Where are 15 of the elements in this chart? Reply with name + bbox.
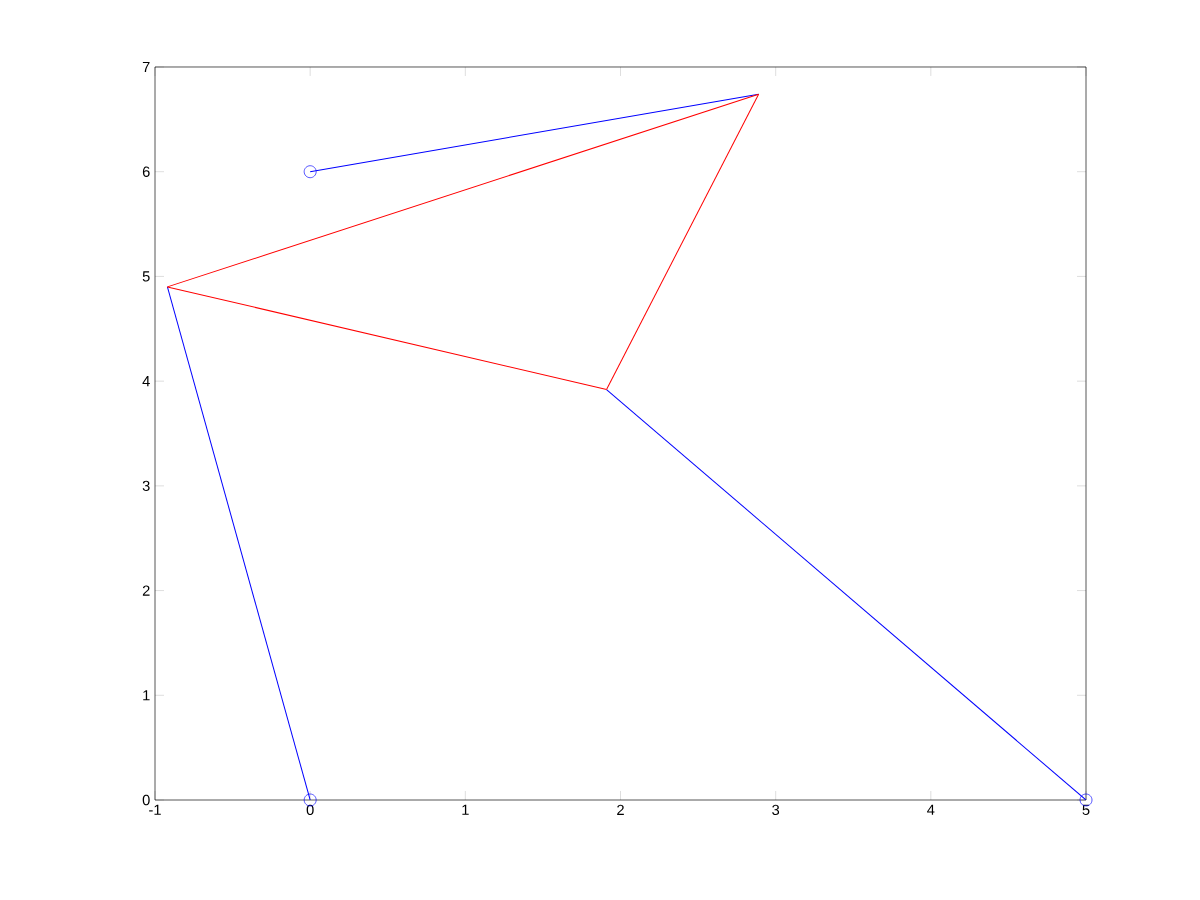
x-tick-label: 1 (462, 804, 469, 815)
x-tick-label: 4 (927, 804, 935, 815)
y-tick-label: 0 (142, 794, 150, 806)
y-tick-label: 7 (142, 61, 150, 73)
y-tick-label: 6 (142, 166, 150, 177)
x-tick-label: 5 (1082, 804, 1090, 815)
y-tick-label: 3 (142, 480, 150, 492)
x-tick-label: 2 (617, 804, 624, 815)
y-tick-label: 1 (143, 690, 150, 701)
x-tick-label: 3 (772, 804, 780, 816)
y-tick-label: 2 (142, 585, 150, 596)
y-tick-label: 5 (142, 271, 150, 282)
y-tick-label: 4 (142, 376, 150, 387)
x-tick-label: -1 (149, 804, 161, 815)
x-tick-label: 0 (306, 804, 314, 816)
